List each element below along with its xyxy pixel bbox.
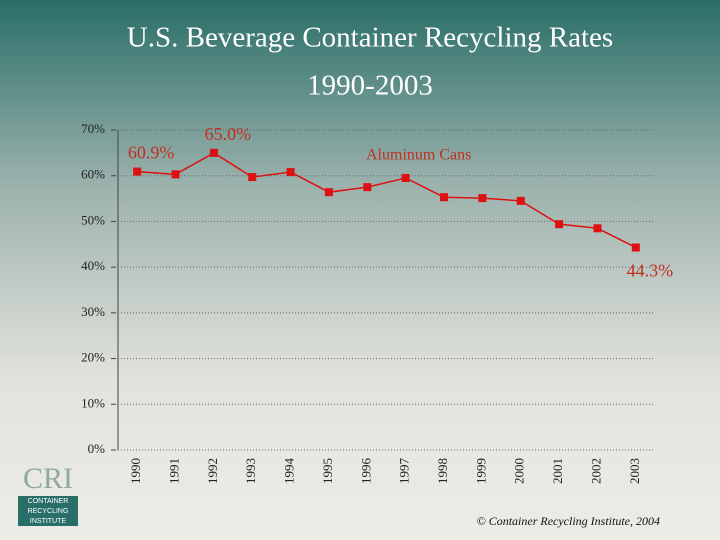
x-tick-label: 1996 [358,458,373,485]
logo-initials: CRI [23,462,73,495]
y-tick-label: 50% [81,212,105,227]
point [209,148,218,157]
logo-box [18,496,78,526]
point [555,220,564,229]
point [324,188,333,197]
x-tick-label: 1995 [320,458,335,484]
value-label: 44.3% [627,261,674,281]
x-tick-label: 1999 [473,458,488,484]
series-label: Aluminum Cans [366,147,471,164]
point [133,167,142,176]
credit: © Container Recycling Institute, 2004 [477,514,660,528]
point [401,174,410,182]
x-tick-label: 1990 [128,458,143,484]
series-line [137,151,637,249]
y-tick-label: 10% [81,395,105,410]
y-tick-label: 0% [88,441,106,456]
point [363,183,372,192]
x-tick-label: 2001 [550,458,565,484]
chart-subtitle: 1990-2003 [307,70,433,102]
x-tick-label: 1991 [167,458,182,484]
logo-line: RECYCLING [28,508,69,515]
x-tick-label: 1993 [243,458,258,484]
y-tick-label: 70% [81,121,105,136]
y-tick-label: 30% [81,304,105,319]
y-tick-label: 60% [81,167,105,182]
point [286,168,295,177]
chart-title: U.S. Beverage Container Recycling Rates [127,22,613,54]
point [248,173,257,182]
value-label: 60.9% [128,143,175,163]
point [593,224,602,233]
x-tick-label: 2002 [588,458,603,484]
logo-line: INSTITUTE [30,518,66,525]
point [478,194,487,203]
x-tick-label: 2003 [627,458,642,484]
logo-line: CONTAINER [28,498,69,505]
point [171,170,180,179]
point [631,243,640,252]
y-tick-label: 40% [81,258,105,273]
x-tick-label: 1998 [435,458,450,484]
x-tick-label: 2000 [512,458,527,484]
point [516,196,525,205]
x-tick-label: 1997 [397,458,412,485]
point [440,193,449,202]
x-tick-label: 1994 [282,458,297,485]
y-tick-label: 20% [81,350,105,365]
value-label: 65.0% [205,124,252,144]
logo: CRI CONTAINER RECYCLING INSTITUTE [18,462,78,526]
x-tick-label: 1992 [205,458,220,484]
